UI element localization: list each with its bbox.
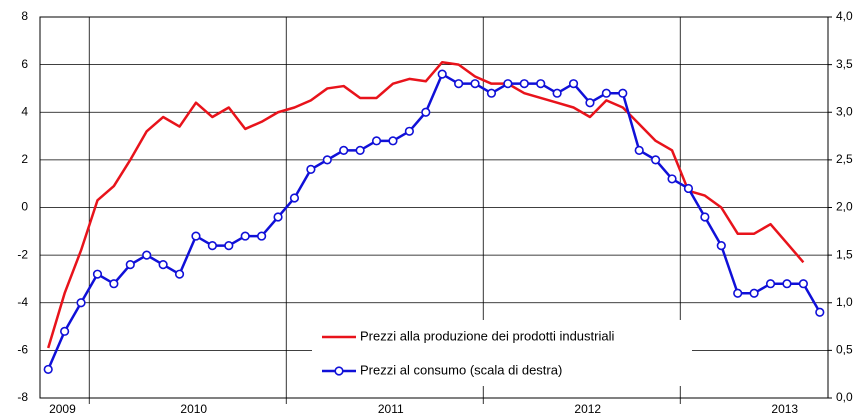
data-point [355,145,365,155]
data-point [174,269,185,279]
data-point [536,79,546,89]
series-line [47,60,805,349]
y2-tick-label: 0,0 [836,390,853,404]
data-point [700,212,710,222]
data-point [60,326,70,336]
legend-label: Prezzi al consumo (scala di destra) [360,362,562,377]
y2-tick-label: 1,0 [836,295,853,309]
legend-marker [334,366,344,376]
data-point [470,79,480,89]
y-tick-label: 4 [21,104,28,118]
data-point [257,231,267,241]
y2-tick-label: 3,0 [836,104,853,118]
y-tick-label: 6 [21,57,28,71]
data-point [142,250,152,260]
data-point [749,288,759,298]
y2-tick-label: 2,0 [836,200,853,214]
data-point [158,260,168,270]
y2-tick-label: 1,5 [836,247,853,261]
data-point [191,231,201,241]
data-point [618,88,628,98]
data-point [667,174,677,184]
y2-tick-label: 2,5 [836,152,853,166]
y-tick-label: 0 [21,200,28,214]
data-point [240,231,250,241]
data-point [454,79,464,89]
x-tick-label: 2010 [180,402,207,416]
data-point [552,88,562,98]
data-point [224,241,234,251]
data-point [109,279,119,289]
x-tick-label: 2013 [771,402,798,416]
data-point [76,298,86,308]
data-point [765,279,776,289]
data-point [388,136,398,146]
data-point [43,364,53,375]
data-point [503,79,513,89]
data-point [306,164,316,174]
data-point [273,212,283,222]
data-point [339,145,349,155]
y2-tick-label: 0,5 [836,343,853,357]
x-tick-label: 2012 [574,402,601,416]
data-point [782,279,792,289]
data-point [733,288,743,298]
legend-box [312,320,692,386]
data-point [437,69,447,79]
data-point [683,183,694,194]
data-point [289,193,300,203]
data-point [815,307,825,317]
data-point [486,88,497,98]
y-tick-label: 2 [21,152,28,166]
data-point [568,79,579,89]
data-point [798,279,808,289]
data-point [371,136,382,146]
y-tick-label: -2 [17,247,28,261]
data-point [322,155,332,165]
y-tick-label: -8 [17,390,28,404]
x-tick-label: 2011 [378,402,404,416]
y2-tick-label: 3,5 [836,57,853,71]
data-point [585,98,595,108]
data-point [651,155,661,165]
legend-label: Prezzi alla produzione dei prodotti indu… [360,328,614,343]
y-tick-label: -6 [17,343,28,357]
x-tick-label: 2009 [49,402,76,416]
data-point [634,145,644,155]
data-point [421,107,431,117]
data-point [125,260,135,270]
y-tick-label: 8 [21,9,28,23]
data-point [92,269,103,279]
data-point [207,241,217,251]
y2-tick-label: 4,0 [836,9,853,23]
data-point [404,126,414,136]
data-point [601,88,611,98]
data-point [716,241,726,251]
y-tick-label: -4 [17,295,28,309]
data-point [519,79,529,89]
